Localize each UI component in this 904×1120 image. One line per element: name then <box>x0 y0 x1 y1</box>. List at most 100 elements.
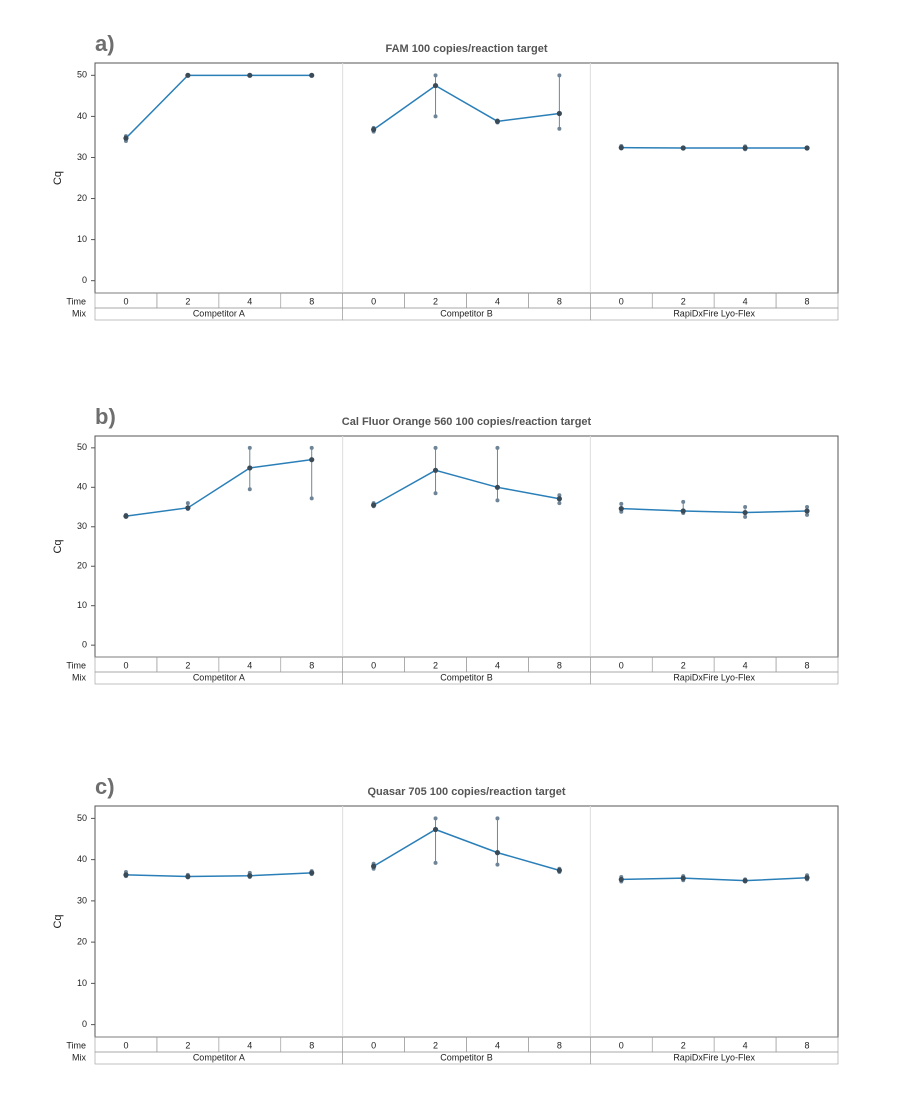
panel-label: b) <box>95 404 116 429</box>
replicate-point <box>681 499 686 504</box>
x-tick-label: 4 <box>743 1040 748 1050</box>
y-tick-label: 0 <box>82 640 87 650</box>
chart-title: Cal Fluor Orange 560 100 copies/reaction… <box>342 416 592 428</box>
x-tick-label: 8 <box>805 660 810 670</box>
mean-line <box>373 84 560 131</box>
x-tick-label: 4 <box>743 296 748 306</box>
replicate-point <box>247 487 252 492</box>
y-axis-label: Cq <box>52 539 64 553</box>
mix-cell <box>590 671 839 685</box>
y-tick-label: 20 <box>77 561 87 571</box>
row-label: Mix <box>72 1052 86 1062</box>
x-tick-label: 2 <box>185 660 190 670</box>
group-label: RapiDxFire Lyo-Flex <box>673 1052 755 1062</box>
mean-point <box>247 873 253 879</box>
mean-line <box>621 507 808 514</box>
replicate-point <box>433 114 438 119</box>
group-label: RapiDxFire Lyo-Flex <box>673 672 755 682</box>
x-tick-label: 0 <box>619 1040 624 1050</box>
mean-point <box>494 118 501 124</box>
y-tick-label: 40 <box>77 482 87 492</box>
mean-point <box>123 135 129 141</box>
y-tick-label: 40 <box>77 854 87 864</box>
mean-point <box>185 505 191 511</box>
mean-point <box>309 72 315 78</box>
mean-point <box>680 145 686 151</box>
mean-line <box>125 74 312 139</box>
chart-panel: a) FAM 100 copies/reaction targetCq010203… <box>52 31 839 321</box>
replicate-point <box>805 505 810 510</box>
mean-line <box>373 828 560 872</box>
row-label: Mix <box>72 308 86 318</box>
mean-line <box>125 872 312 878</box>
plot-frame <box>94 62 839 294</box>
replicate-point <box>557 73 562 78</box>
group-label: Competitor A <box>193 308 245 318</box>
x-tick-label: 4 <box>495 660 500 670</box>
x-tick-label: 4 <box>495 296 500 306</box>
x-tick-label: 2 <box>185 296 190 306</box>
y-tick-label: 20 <box>77 937 87 947</box>
mean-point <box>247 72 253 78</box>
x-tick-label: 4 <box>247 660 252 670</box>
replicate-point <box>433 445 438 450</box>
plot-frame <box>94 435 839 658</box>
group-label: Competitor B <box>440 672 493 682</box>
mean-point <box>742 878 748 884</box>
chart-title: Quasar 705 100 copies/reaction target <box>367 786 565 798</box>
row-label: Mix <box>72 672 86 682</box>
mean-point <box>618 145 624 151</box>
group-label: Competitor A <box>193 1052 245 1062</box>
x-tick-label: 0 <box>371 296 376 306</box>
mean-point <box>680 508 686 514</box>
x-tick-label: 0 <box>123 1040 128 1050</box>
mean-point <box>309 870 315 876</box>
x-tick-label: 0 <box>123 660 128 670</box>
y-axis-label: Cq <box>52 914 64 928</box>
x-tick-label: 8 <box>557 1040 562 1050</box>
x-tick-label: 2 <box>433 296 438 306</box>
replicate-point <box>495 816 500 821</box>
x-tick-label: 8 <box>309 1040 314 1050</box>
x-tick-label: 4 <box>247 296 252 306</box>
mean-point <box>432 467 439 473</box>
y-tick-label: 10 <box>77 234 87 244</box>
y-tick-label: 50 <box>77 70 87 80</box>
mean-point <box>556 867 562 873</box>
panel-label: c) <box>95 774 115 799</box>
y-tick-label: 30 <box>77 152 87 162</box>
y-tick-label: 0 <box>82 275 87 285</box>
replicate-point <box>185 501 190 506</box>
panel-label: a) <box>95 31 115 56</box>
replicate-point <box>309 445 314 450</box>
mean-point <box>185 873 191 880</box>
mean-point <box>432 82 439 89</box>
y-tick-label: 50 <box>77 813 87 823</box>
x-tick-label: 4 <box>743 660 748 670</box>
mean-point <box>309 457 315 463</box>
x-tick-label: 2 <box>185 1040 190 1050</box>
x-tick-label: 8 <box>557 296 562 306</box>
mean-point <box>123 513 129 519</box>
y-tick-label: 30 <box>77 521 87 531</box>
replicate-point <box>743 514 748 519</box>
replicate-point <box>557 126 562 131</box>
replicate-point <box>495 445 500 450</box>
x-tick-label: 2 <box>433 660 438 670</box>
y-tick-label: 30 <box>77 895 87 905</box>
mean-line <box>373 469 560 506</box>
mean-point <box>556 496 562 502</box>
replicate-point <box>433 860 438 865</box>
mean-point <box>556 110 562 117</box>
x-tick-label: 8 <box>309 296 314 306</box>
x-tick-label: 2 <box>681 1040 686 1050</box>
chart-panel: c) Quasar 705 100 copies/reaction target C… <box>52 774 839 1065</box>
x-tick-label: 0 <box>619 660 624 670</box>
row-label: Time <box>66 660 86 670</box>
x-tick-label: 0 <box>123 296 128 306</box>
y-tick-label: 10 <box>77 600 87 610</box>
replicate-point <box>309 496 314 501</box>
mix-cell <box>590 1051 839 1065</box>
row-label: Time <box>66 296 86 306</box>
